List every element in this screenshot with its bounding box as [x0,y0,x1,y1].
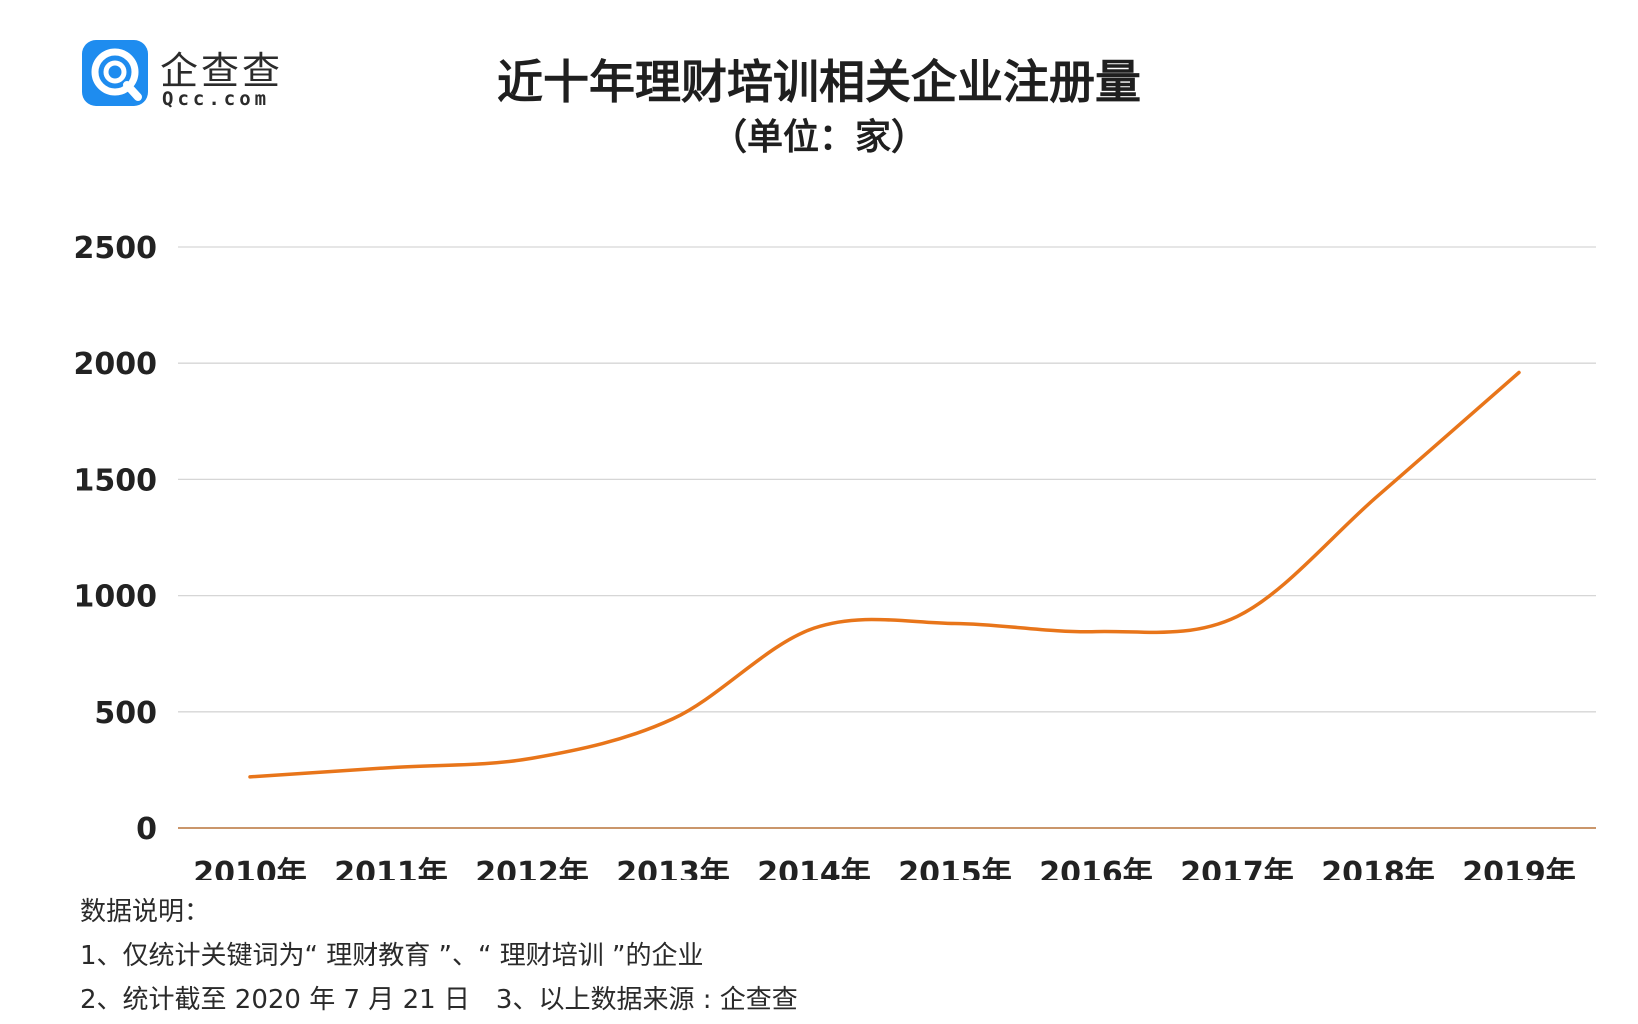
x-tick-label: 2011年 [334,856,448,880]
data-notes: 数据说明： 1、仅统计关键词为“ 理财教育 ”、“ 理财培训 ”的企业 2、统计… [80,890,798,1022]
chart-subtitle: （单位：家） [710,117,927,158]
x-tick-label: 2019年 [1462,856,1576,880]
y-tick-label: 1500 [74,463,158,498]
x-tick-label: 2018年 [1321,856,1435,880]
x-tick-label: 2014年 [757,856,871,880]
notes-line-2: 2、统计截至 2020 年 7 月 21 日 3、以上数据来源 : 企查查 [80,985,798,1015]
y-tick-label: 500 [94,696,157,731]
x-axis-ticks: 2010年 2011年 2012年 2013年 2014年 2015年 2016年 2017年… [193,856,1576,880]
brand-domain: Qcc.com [162,88,271,110]
notes-heading: 数据说明： [80,897,211,927]
qcc-logo-icon [82,40,148,106]
x-tick-label: 2010年 [193,856,307,880]
y-tick-label: 2500 [74,231,158,266]
line-chart: 0 500 1000 1500 2000 2500 2010年 2011年 2012年 2013… [74,231,1596,880]
y-tick-label: 1000 [74,580,158,615]
grid-lines [178,246,1596,829]
x-tick-label: 2016年 [1039,856,1153,880]
notes-line-1: 1、仅统计关键词为“ 理财教育 ”、“ 理财培训 ”的企业 [80,941,704,971]
chart-title: 近十年理财培训相关企业注册量 [497,55,1141,109]
y-tick-label: 2000 [74,347,158,382]
brand-name: 企查查 [160,49,284,93]
x-tick-label: 2015年 [898,856,1012,880]
y-axis-ticks: 0 500 1000 1500 2000 2500 [74,231,158,847]
x-tick-label: 2017年 [1180,856,1294,880]
brand-logo: 企查查 Qcc.com [82,40,302,110]
y-tick-label: 0 [136,812,157,847]
x-tick-label: 2013年 [616,856,730,880]
x-tick-label: 2012年 [475,856,589,880]
series-line [248,370,1521,779]
